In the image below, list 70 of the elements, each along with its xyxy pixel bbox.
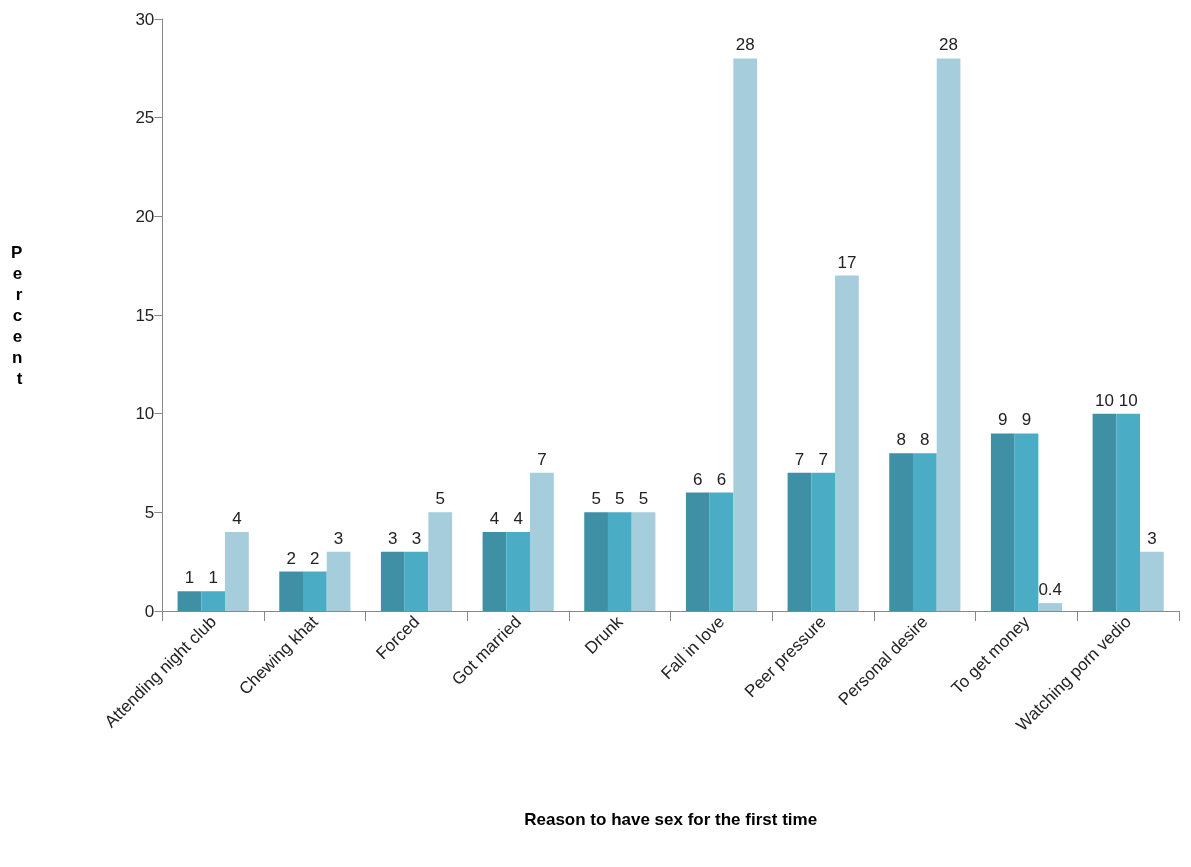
bar [225,532,249,611]
bar [607,512,632,611]
y-tick-label: 5 [144,502,155,522]
data-label: 4 [513,509,523,529]
y-tick-label: 30 [135,9,155,29]
y-tick-label: 10 [135,404,155,424]
bar [889,453,913,611]
y-tick-label: 25 [135,108,155,128]
data-label: 1 [184,568,195,588]
data-label: 9 [1021,410,1032,430]
data-label: 1 [208,568,218,588]
bar [936,58,961,611]
bar [1014,433,1039,611]
data-label: 5 [591,489,601,509]
bar [685,492,710,611]
bar [912,453,937,611]
bar [584,512,608,611]
bar [201,591,226,611]
data-label: 5 [435,489,445,509]
data-label: 5 [638,489,649,509]
bar [428,512,453,611]
y-tick-label: 20 [135,206,155,226]
data-label: 6 [693,469,703,489]
bar [1092,413,1117,611]
data-label: 17 [837,252,857,272]
data-label: 8 [896,430,906,450]
data-label: 3 [333,528,344,548]
y-tick-label: 0 [144,601,155,621]
data-label: 7 [794,449,805,469]
bar [1140,551,1164,611]
data-label: 10 [1118,390,1138,410]
data-label: 6 [716,469,727,489]
bar [835,275,859,611]
data-label: 28 [939,35,959,55]
bar [302,571,327,611]
data-label: 4 [232,509,242,529]
data-label: 8 [920,430,930,450]
bar [177,591,202,611]
data-label: 7 [818,449,828,469]
bar [709,492,734,611]
data-label: 9 [998,410,1008,430]
x-tick-label: Fall in love [657,612,729,684]
data-label: 3 [388,528,398,548]
x-axis-title: Reason to have sex for the first time [524,810,818,829]
data-label: 10 [1094,390,1114,410]
bar [506,532,531,611]
bar [279,571,303,611]
data-label: 4 [489,509,500,529]
bar [811,472,836,611]
bar [530,472,554,611]
bar [1116,413,1141,611]
data-label: 28 [735,35,755,55]
y-tick-label: 15 [135,305,155,325]
bar [404,551,429,611]
data-label: 5 [615,489,625,509]
bar [326,551,351,611]
data-label: 0.4 [1038,580,1063,600]
data-label: 7 [537,449,547,469]
bar [631,512,656,611]
bar [1038,603,1063,611]
bar [787,472,812,611]
data-label: 3 [1147,528,1157,548]
bar [733,58,758,611]
data-label: 3 [411,528,422,548]
y-axis-title: Percent [11,242,23,388]
bar [990,433,1015,611]
bar [482,532,507,611]
data-label: 2 [310,548,320,568]
bar [380,551,405,611]
data-label: 2 [286,548,296,568]
